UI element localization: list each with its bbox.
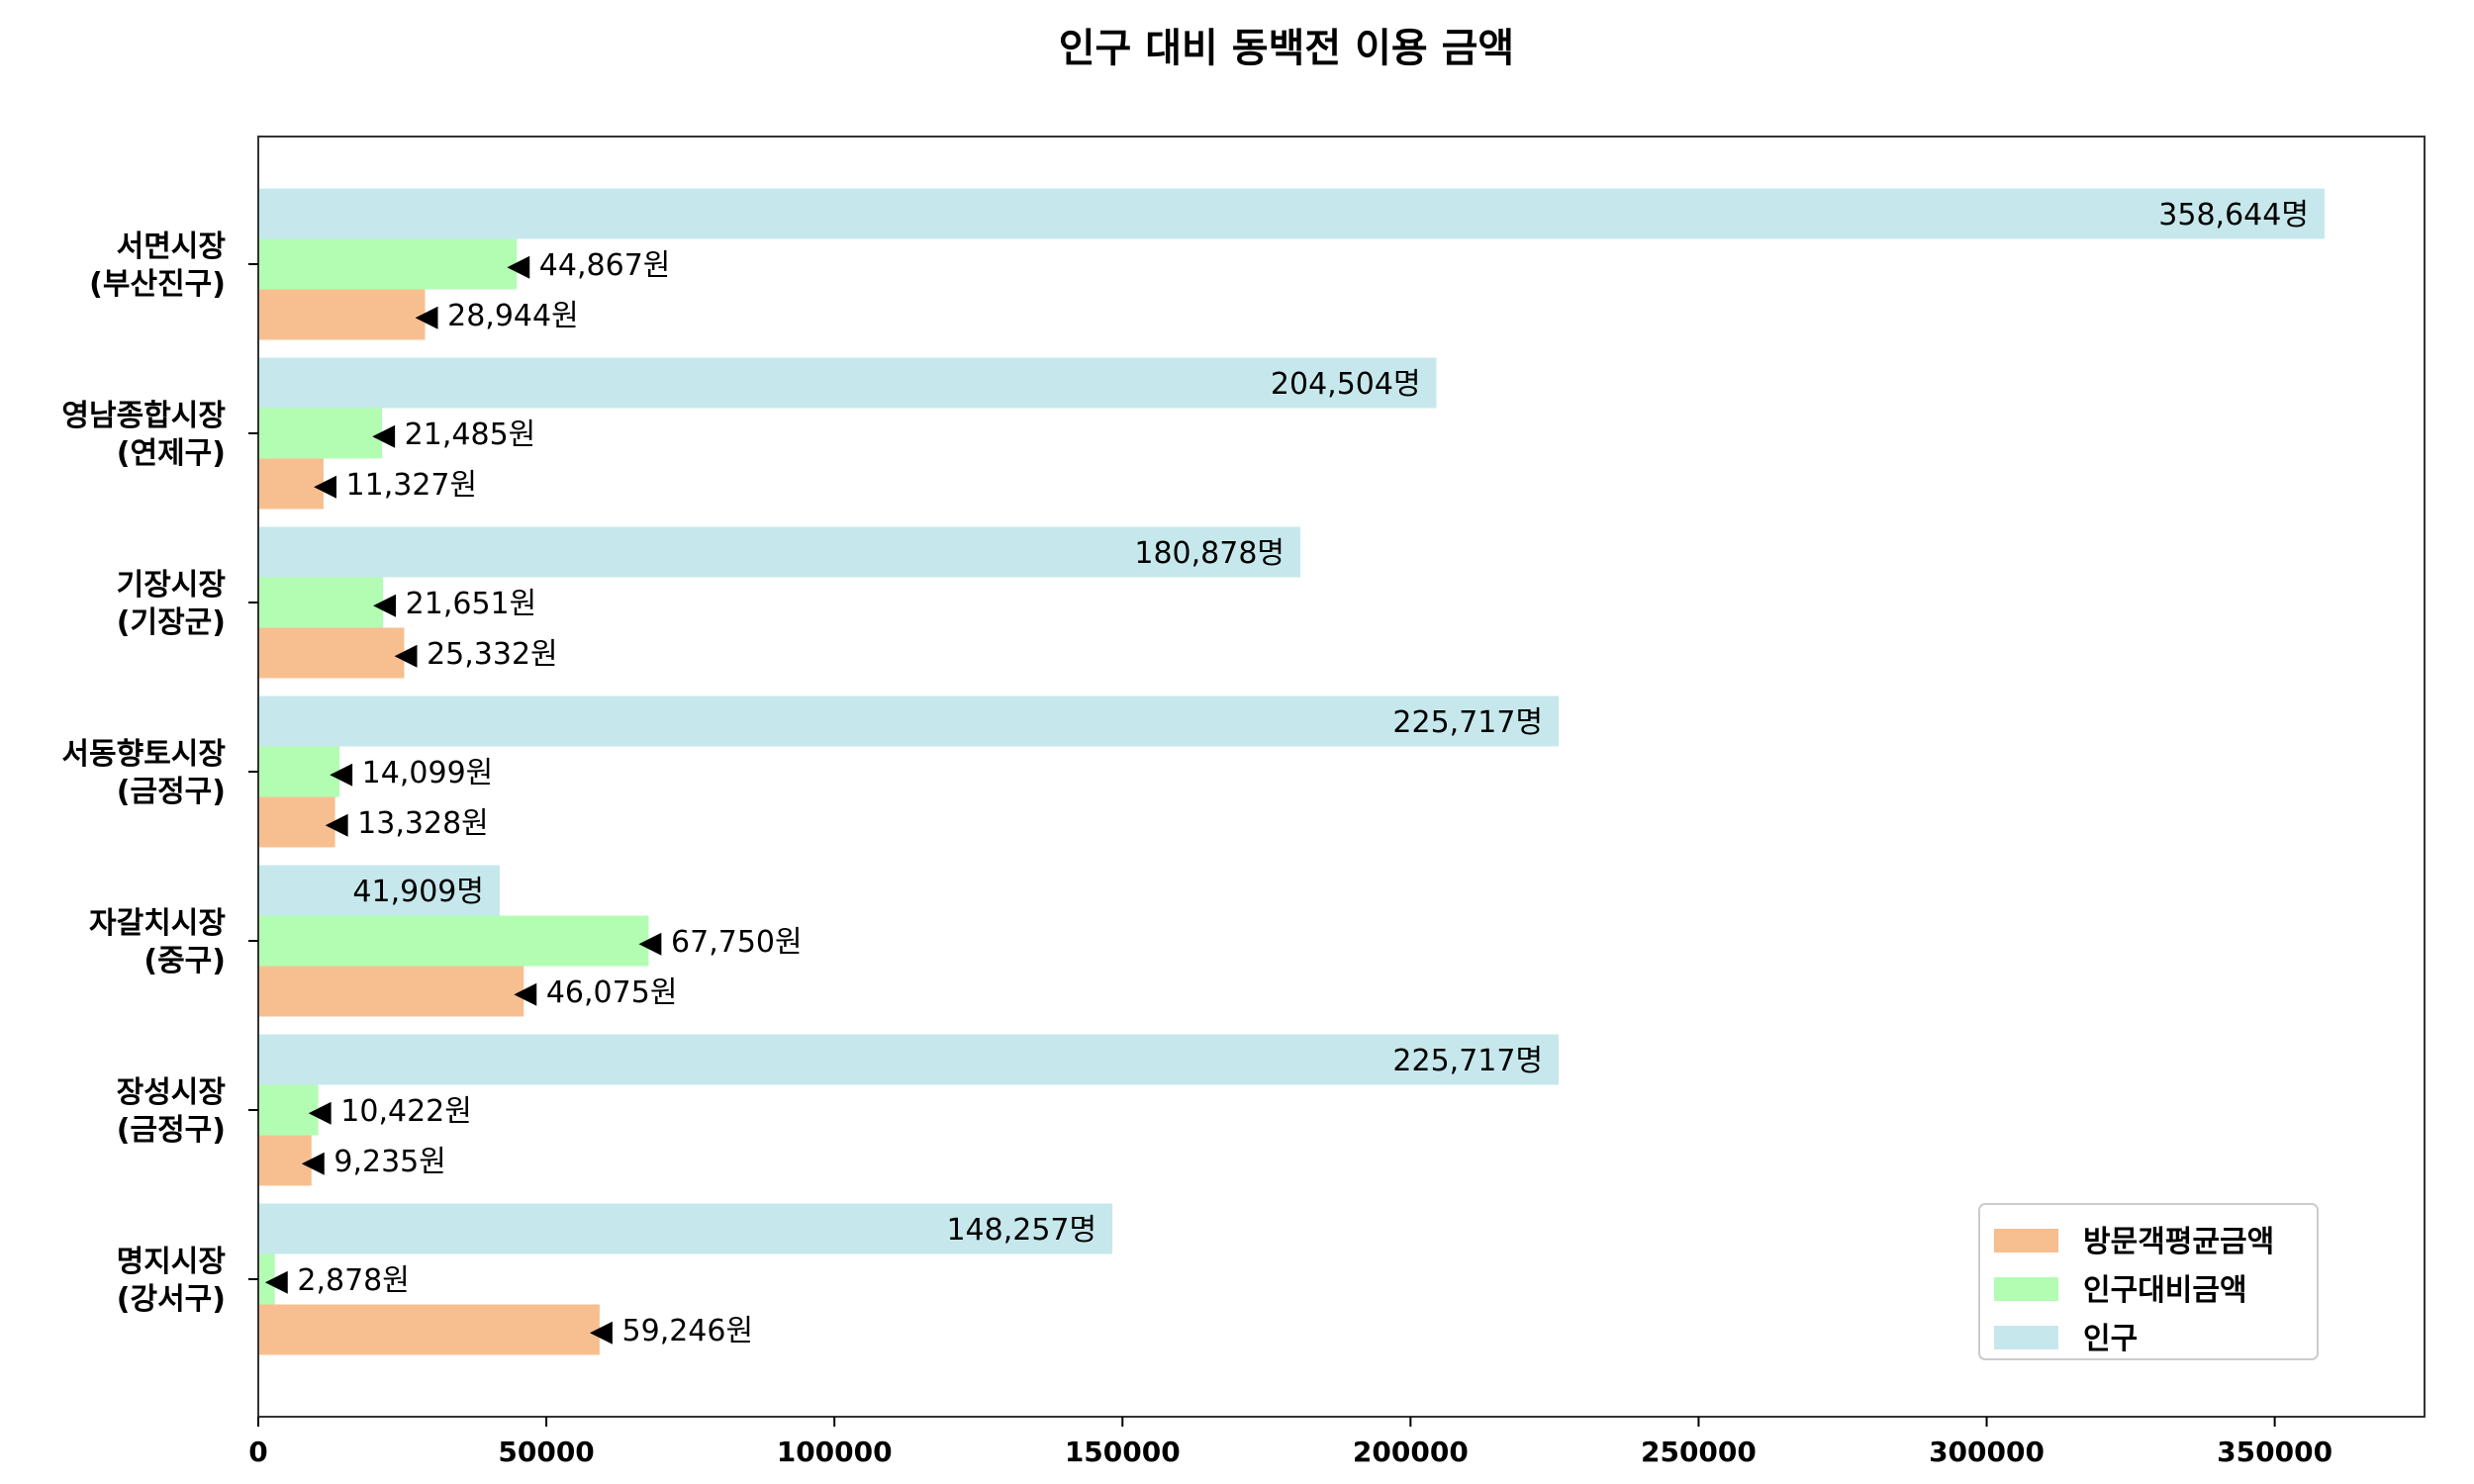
legend-label-1: 인구대비금액	[2083, 1273, 2247, 1308]
bar-2-5	[258, 1135, 312, 1186]
x-tick-label-2: 100000	[777, 1436, 893, 1468]
category-label-6-0: 명지시장	[117, 1245, 227, 1279]
bar-2-6	[258, 1304, 600, 1355]
x-tick-label-4: 200000	[1353, 1436, 1469, 1468]
bar-0-3	[258, 696, 1560, 747]
data-label-0-6: 148,257명	[946, 1213, 1096, 1248]
bar-2-1	[258, 458, 324, 510]
category-label-1-1: (연제구)	[117, 436, 226, 471]
chart-title: 인구 대비 동백전 이용 금액	[1059, 26, 1515, 71]
category-label-2-0: 기장시장	[117, 568, 227, 603]
bar-0-1	[258, 357, 1437, 409]
category-label-1-0: 영남종합시장	[61, 399, 226, 433]
bar-2-4	[258, 966, 524, 1017]
data-label-0-3: 225,717명	[1392, 705, 1543, 740]
data-label-2-5: ◀ 9,235원	[302, 1145, 446, 1179]
x-tick-label-0: 0	[248, 1436, 267, 1468]
bar-1-1	[258, 408, 383, 459]
data-label-2-4: ◀ 46,075원	[514, 975, 677, 1010]
category-label-0-0: 서면시장	[117, 230, 227, 264]
data-label-1-1: ◀ 21,485원	[372, 417, 535, 452]
bar-1-6	[258, 1253, 275, 1305]
data-label-1-0: ◀ 44,867원	[507, 248, 670, 283]
data-label-0-0: 358,644명	[2158, 198, 2309, 232]
data-label-2-6: ◀ 59,246원	[590, 1314, 753, 1348]
plot-frame	[257, 136, 2426, 1418]
bar-0-4	[258, 865, 500, 916]
data-label-1-4: ◀ 67,750원	[638, 925, 802, 960]
legend-swatch-1	[1994, 1277, 2058, 1301]
bar-2-0	[258, 289, 426, 340]
data-label-2-3: ◀ 13,328원	[326, 806, 489, 841]
bar-1-3	[258, 746, 340, 797]
bar-1-4	[258, 915, 649, 967]
bar-1-2	[258, 577, 384, 628]
data-label-1-3: ◀ 14,099원	[330, 756, 493, 790]
category-label-5-0: 장성시장	[117, 1075, 227, 1110]
category-label-2-1: (기장군)	[117, 605, 226, 640]
legend-label-0: 방문객평균금액	[2083, 1225, 2274, 1259]
category-label-3-0: 서동향토시장	[61, 737, 226, 772]
data-label-1-5: ◀ 10,422원	[309, 1094, 472, 1129]
x-tick-label-1: 50000	[498, 1436, 594, 1468]
category-label-3-1: (금정구)	[117, 775, 226, 809]
data-label-0-4: 41,909명	[352, 875, 484, 909]
x-tick-label-6: 300000	[1929, 1436, 2045, 1468]
data-label-2-1: ◀ 11,327원	[314, 468, 477, 503]
bar-0-2	[258, 526, 1301, 578]
category-label-0-1: (부산진구)	[89, 267, 226, 302]
data-label-1-2: ◀ 21,651원	[373, 587, 536, 621]
bar-1-0	[258, 238, 518, 290]
data-label-1-6: ◀ 2,878원	[265, 1263, 410, 1298]
bar-0-6	[258, 1203, 1113, 1254]
legend-label-2: 인구	[2083, 1322, 2138, 1356]
category-label-4-1: (중구)	[143, 944, 226, 978]
legend-swatch-0	[1994, 1229, 2058, 1252]
legend-swatch-2	[1994, 1326, 2058, 1349]
x-tick-label-5: 250000	[1641, 1436, 1757, 1468]
category-label-4-0: 자갈치시장	[89, 906, 226, 941]
x-tick-label-3: 150000	[1065, 1436, 1181, 1468]
bar-1-5	[258, 1084, 319, 1136]
data-label-2-2: ◀ 25,332원	[394, 637, 557, 672]
bar-2-3	[258, 796, 335, 848]
data-label-2-0: ◀ 28,944원	[416, 299, 579, 333]
x-tick-label-7: 350000	[2217, 1436, 2332, 1468]
bar-0-0	[258, 188, 2325, 239]
bar-0-5	[258, 1034, 1560, 1085]
category-label-6-1: (강서구)	[117, 1282, 226, 1317]
data-label-0-5: 225,717명	[1392, 1044, 1543, 1078]
data-label-0-1: 204,504명	[1271, 367, 1421, 402]
legend-box	[1978, 1203, 2319, 1360]
category-label-5-1: (금정구)	[117, 1113, 226, 1148]
data-label-0-2: 180,878명	[1134, 536, 1285, 571]
bar-2-2	[258, 627, 405, 679]
